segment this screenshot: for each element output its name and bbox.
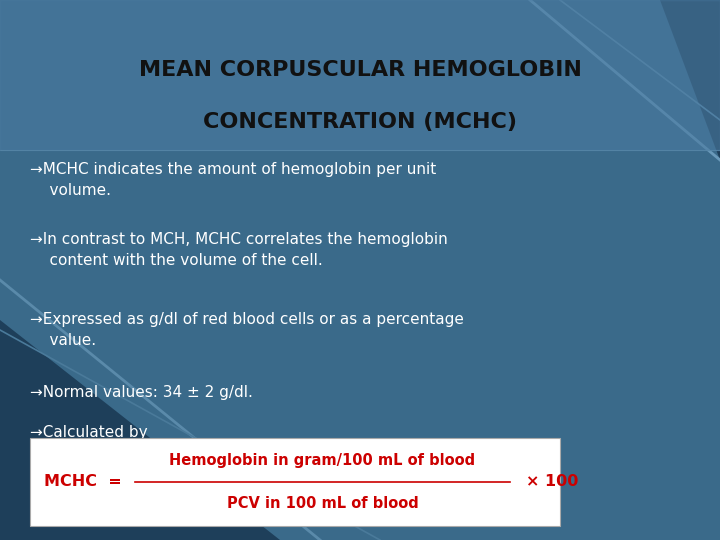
Text: PCV in 100 mL of blood: PCV in 100 mL of blood [227,496,418,511]
Text: MCHC  =: MCHC = [44,475,122,489]
Text: CONCENTRATION (MCHC): CONCENTRATION (MCHC) [203,112,517,132]
Polygon shape [0,320,280,540]
Polygon shape [620,0,720,160]
Text: →Normal values: 34 ± 2 g/dl.: →Normal values: 34 ± 2 g/dl. [30,384,253,400]
Bar [30,438,560,526]
Text: MEAN CORPUSCULAR HEMOGLOBIN: MEAN CORPUSCULAR HEMOGLOBIN [138,60,582,80]
Text: Hemoglobin in gram/100 mL of blood: Hemoglobin in gram/100 mL of blood [169,453,476,468]
Text: →MCHC indicates the amount of hemoglobin per unit
    volume.: →MCHC indicates the amount of hemoglobin… [30,162,436,198]
Text: →Calculated by: →Calculated by [30,424,148,440]
Text: →Expressed as g/dl of red blood cells or as a percentage
    value.: →Expressed as g/dl of red blood cells or… [30,312,464,348]
Bar [0,0,720,150]
Text: →In contrast to MCH, MCHC correlates the hemoglobin
    content with the volume : →In contrast to MCH, MCHC correlates the… [30,232,448,268]
Text: × 100: × 100 [526,475,578,489]
